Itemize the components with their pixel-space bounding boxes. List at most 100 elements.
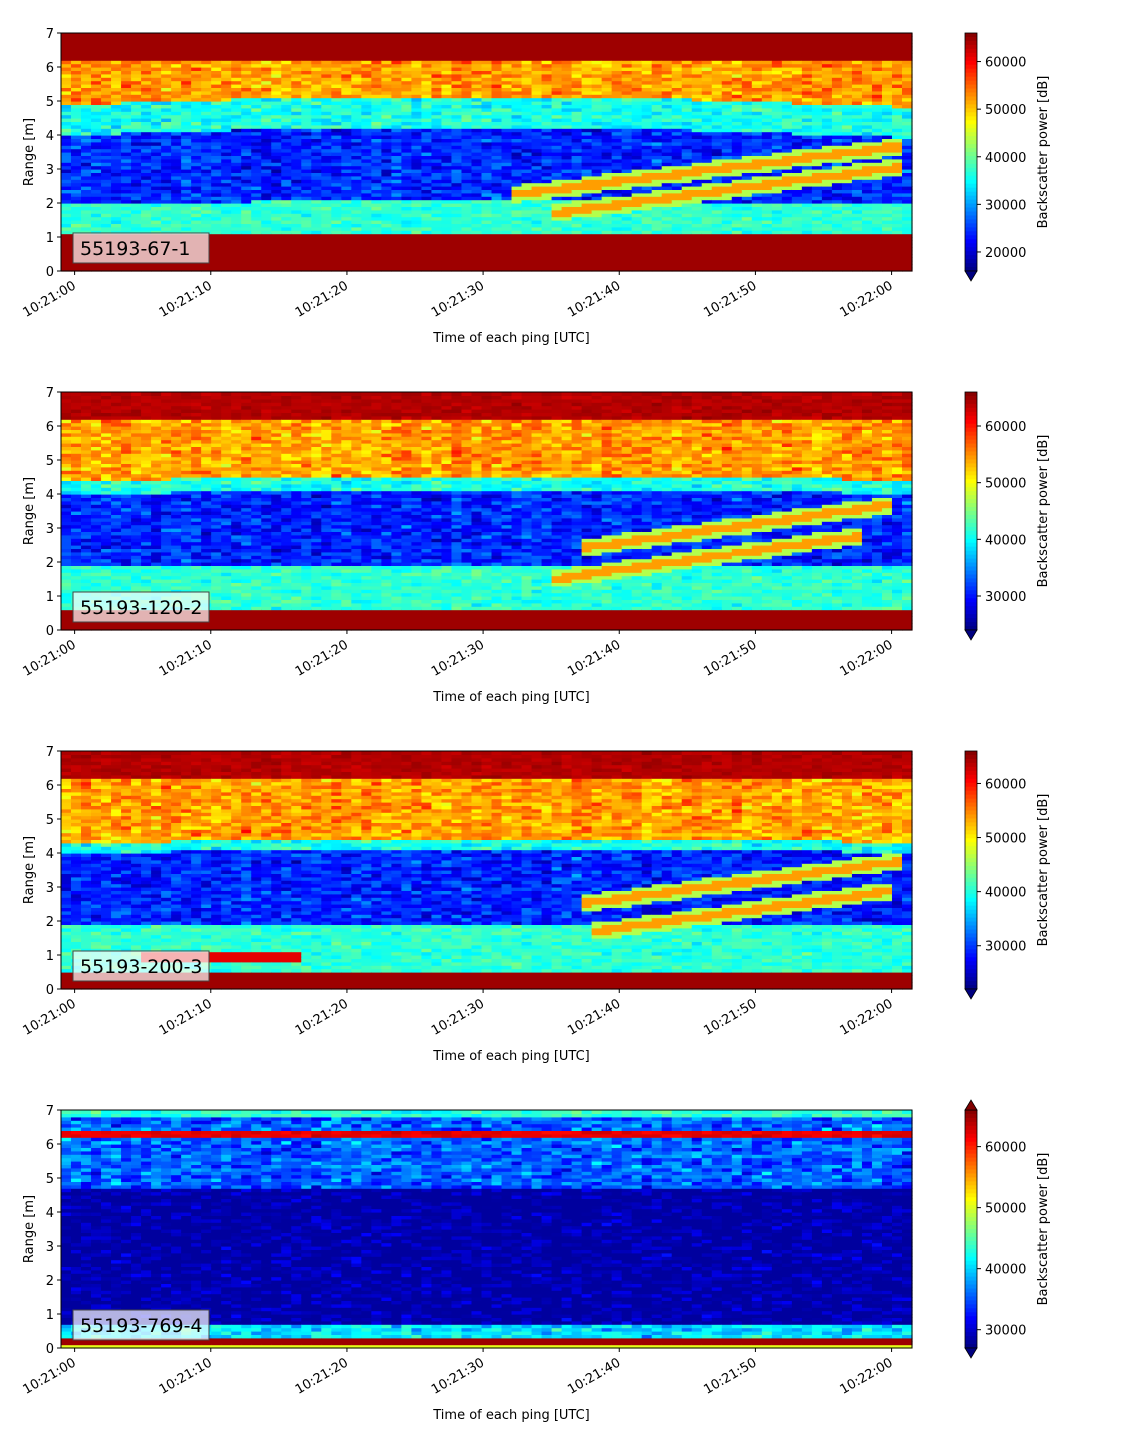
heatmap-cell: [461, 200, 472, 204]
heatmap-cell: [221, 217, 232, 221]
heatmap-cell: [321, 193, 332, 197]
heatmap-cell: [512, 166, 523, 170]
heatmap-cell: [652, 183, 663, 187]
heatmap-cell: [311, 149, 322, 153]
heatmap-cell: [261, 176, 272, 180]
heatmap-cell: [612, 244, 623, 248]
heatmap-cell: [572, 142, 583, 146]
heatmap-cell: [321, 33, 332, 37]
heatmap-cell: [481, 217, 492, 221]
heatmap-cell: [552, 159, 563, 163]
heatmap-cell: [722, 166, 733, 170]
heatmap-cell: [622, 132, 633, 136]
heatmap-cell: [752, 210, 763, 214]
heatmap-cell: [712, 227, 723, 231]
heatmap-cell: [612, 217, 623, 221]
heatmap-cell: [592, 251, 603, 255]
heatmap-cell: [612, 200, 623, 204]
heatmap-cell: [481, 33, 492, 37]
heatmap-cell: [461, 227, 472, 231]
heatmap-cell: [602, 200, 613, 204]
heatmap-cell: [562, 176, 573, 180]
heatmap-cell: [471, 159, 482, 163]
heatmap-cell: [261, 183, 272, 187]
heatmap-cell: [582, 176, 593, 180]
heatmap-cell: [692, 132, 703, 136]
heatmap-cell: [411, 159, 422, 163]
heatmap-cell: [201, 166, 212, 170]
heatmap-cell: [341, 217, 352, 221]
heatmap-cell: [121, 159, 132, 163]
heatmap-cell: [191, 264, 202, 268]
heatmap-cell: [592, 264, 603, 268]
heatmap-cell: [421, 33, 432, 37]
heatmap-cell: [722, 183, 733, 187]
heatmap-cell: [171, 149, 182, 153]
heatmap-cell: [702, 132, 713, 136]
heatmap-cell: [71, 210, 82, 214]
heatmap-cell: [481, 244, 492, 248]
heatmap-cell: [652, 210, 663, 214]
heatmap-cell: [261, 193, 272, 197]
heatmap-cell: [632, 183, 643, 187]
heatmap-cell: [471, 251, 482, 255]
heatmap-cell: [191, 132, 202, 136]
heatmap-cell: [131, 193, 142, 197]
heatmap-cell: [331, 200, 342, 204]
heatmap-cell: [141, 132, 152, 136]
heatmap-cell: [632, 251, 643, 255]
heatmap-cell: [101, 166, 112, 170]
heatmap-cell: [251, 132, 262, 136]
heatmap-cell: [141, 193, 152, 197]
heatmap-cell: [401, 193, 412, 197]
heatmap-cell: [291, 142, 302, 146]
heatmap-cell: [341, 251, 352, 255]
heatmap-cell: [502, 251, 513, 255]
heatmap-cell: [682, 33, 693, 37]
heatmap-cell: [652, 193, 663, 197]
heatmap-cell: [171, 142, 182, 146]
heatmap-cell: [562, 166, 573, 170]
heatmap-cell: [361, 176, 372, 180]
heatmap-cell: [411, 234, 422, 238]
heatmap-cell: [712, 210, 723, 214]
heatmap-cell: [532, 142, 543, 146]
heatmap-cell: [341, 176, 352, 180]
heatmap-cell: [371, 142, 382, 146]
heatmap-cell: [662, 264, 673, 268]
heatmap-cell: [261, 166, 272, 170]
heatmap-cell: [632, 166, 643, 170]
heatmap-cell: [732, 210, 743, 214]
heatmap-cell: [111, 176, 122, 180]
heatmap-cell: [241, 142, 252, 146]
heatmap-cell: [522, 244, 533, 248]
heatmap-cell: [652, 200, 663, 204]
heatmap-cell: [221, 142, 232, 146]
heatmap-cell: [752, 217, 763, 221]
heatmap-cell: [542, 200, 553, 204]
heatmap-cell: [261, 217, 272, 221]
heatmap-cell: [762, 159, 773, 163]
heatmap-cell: [592, 33, 603, 37]
heatmap-cell: [471, 210, 482, 214]
heatmap-cell: [251, 193, 262, 197]
heatmap-cell: [652, 142, 663, 146]
heatmap-cell: [341, 132, 352, 136]
heatmap-cell: [381, 217, 392, 221]
heatmap-cell: [682, 183, 693, 187]
heatmap-cell: [572, 227, 583, 231]
heatmap-cell: [411, 33, 422, 37]
heatmap-cell: [251, 264, 262, 268]
heatmap-cell: [151, 149, 162, 153]
heatmap-cell: [441, 183, 452, 187]
heatmap-cell: [562, 264, 573, 268]
heatmap-cell: [411, 217, 422, 221]
heatmap-cell: [662, 149, 673, 153]
heatmap-cell: [562, 227, 573, 231]
heatmap-cell: [431, 149, 442, 153]
heatmap-cell: [251, 234, 262, 238]
heatmap-cell: [732, 234, 743, 238]
heatmap-cell: [141, 264, 152, 268]
heatmap-cell: [361, 132, 372, 136]
heatmap-cell: [231, 264, 242, 268]
